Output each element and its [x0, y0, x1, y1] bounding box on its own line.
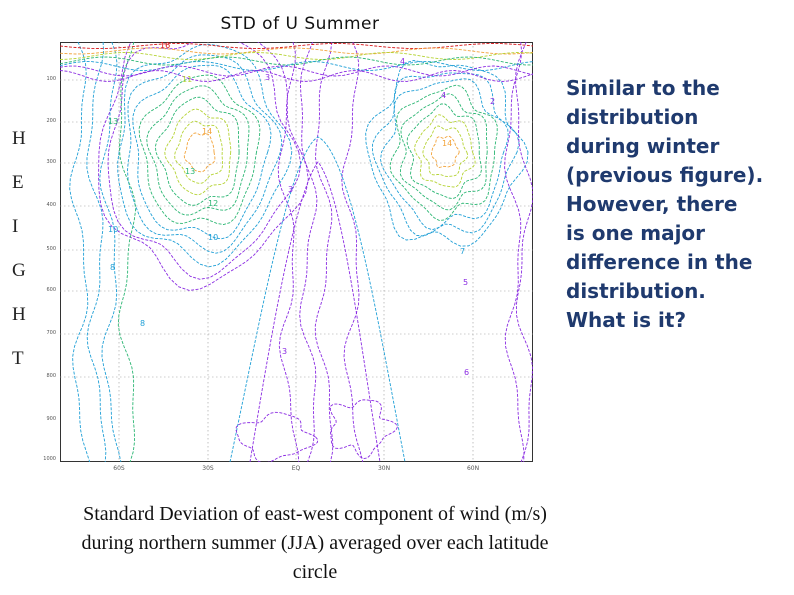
height-letter: H: [12, 304, 26, 325]
contour-vertical: [299, 42, 318, 462]
note-line: is one major: [566, 221, 706, 245]
contour-label: 4: [400, 57, 405, 66]
contour-label: 2: [490, 97, 495, 106]
contour-south-jet: [174, 120, 224, 184]
contour-equatorial-arch: [249, 161, 381, 462]
contour-label: 12: [208, 199, 218, 208]
contour-vertical: [504, 42, 525, 462]
contour-label: 8: [140, 319, 145, 328]
contour-north-jet: [422, 125, 469, 177]
contour-top-band: [60, 52, 533, 60]
y-tick-label: 200: [46, 118, 56, 124]
y-tick-label: 400: [46, 202, 56, 208]
contour-label: 14: [202, 127, 212, 136]
height-letter: T: [12, 348, 24, 369]
contour-equatorial-arch: [229, 136, 406, 462]
contour-south-jet: [138, 74, 261, 225]
contour-labels: 16 13 11 13 14 12 10 10 8 8 14 7 5 3 3 6 4 2 4 3: [108, 42, 495, 377]
x-tick-label: 60N: [466, 465, 480, 472]
contour-label: 3: [265, 73, 270, 82]
y-tick-label: 100: [46, 76, 56, 82]
contour-vertical: [277, 42, 300, 462]
contour-north-jet: [365, 60, 529, 247]
contour-north-jet: [399, 93, 488, 211]
figure-caption: Standard Deviation of east-west componen…: [0, 500, 630, 587]
contour-bottom-lobe: [329, 399, 398, 460]
y-tick-label: 500: [46, 246, 56, 252]
contour-label: 10: [108, 225, 118, 234]
contour-south-jet: [107, 42, 302, 280]
contour-lines: [60, 42, 533, 462]
contour-north-jet: [380, 78, 509, 231]
side-note: Similar to the distribution during winte…: [566, 74, 786, 335]
contour-label: 13: [108, 117, 118, 126]
contour-north-jet: [406, 103, 482, 200]
contour-vertical: [341, 42, 364, 462]
contour-label: 5: [463, 278, 468, 287]
contour-vertical: [86, 42, 107, 462]
gridlines: [60, 42, 533, 462]
contour-label: 7: [460, 247, 465, 256]
caption-line: during northern summer (JJA) averaged ov…: [81, 532, 549, 554]
note-line: What is it?: [566, 308, 687, 332]
contour-north-jet: [414, 114, 476, 188]
contour-label: 13: [185, 167, 195, 176]
height-letter: G: [12, 260, 26, 281]
contour-label: 16: [160, 42, 170, 50]
contour-plot-svg: 16 13 11 13 14 12 10 10 8 8 14 7 5 3 3 6 4 2 4 3: [60, 42, 533, 462]
contour-south-jet: [117, 43, 293, 268]
contour-label: 8: [110, 263, 115, 272]
y-tick-label: 600: [46, 287, 56, 293]
note-line: distribution.: [566, 279, 706, 303]
contour-plot: 16 13 11 13 14 12 10 10 8 8 14 7 5 3 3 6 4 2 4 3: [60, 42, 533, 462]
caption-line: Standard Deviation of east-west componen…: [83, 503, 547, 525]
contour-south-jet: [146, 85, 250, 216]
contour-label: 14: [442, 139, 452, 148]
contour-north-jet: [389, 84, 498, 221]
contour-label: 4: [441, 91, 446, 100]
height-letter: H: [12, 128, 26, 149]
contour-top-band: [60, 65, 533, 77]
x-tick-label: 30N: [377, 465, 391, 472]
contour-south-jet: [164, 108, 232, 196]
contour-vertical: [69, 42, 91, 462]
contour-south-jet: [127, 54, 283, 254]
note-line: difference in the: [566, 250, 753, 274]
contour-label: 10: [208, 233, 218, 242]
height-letter: E: [12, 172, 24, 193]
contour-top-band: [60, 61, 533, 71]
contour-label: 11: [182, 75, 192, 84]
contour-bottom-lobe: [235, 411, 319, 462]
contour-top-band: [60, 47, 533, 55]
y-tick-label: 900: [46, 416, 56, 422]
x-tick-label: 60S: [113, 465, 125, 472]
note-line: However, there: [566, 192, 738, 216]
x-tick-label: EQ: [291, 465, 301, 472]
contour-top-band: [60, 56, 533, 66]
contour-north-jet: [372, 72, 520, 237]
note-line: during winter: [566, 134, 720, 158]
y-tick-label: 300: [46, 159, 56, 165]
plot-title: STD of U Summer: [220, 14, 380, 34]
contour-south-jet: [132, 64, 272, 240]
note-line: distribution: [566, 105, 699, 129]
contour-top-band: [60, 70, 533, 82]
contour-top-band: [60, 43, 533, 49]
note-line: Similar to the: [566, 76, 720, 100]
height-letter: I: [12, 216, 19, 237]
contour-south-jet: [183, 132, 216, 173]
contour-label: 3: [282, 347, 287, 356]
note-line: (previous figure).: [566, 163, 764, 187]
plot-border: [60, 42, 533, 462]
y-tick-label: 800: [46, 373, 56, 379]
y-tick-label: 1000: [43, 456, 56, 462]
x-tick-label: 30S: [202, 465, 214, 472]
contour-label: 6: [464, 368, 469, 377]
caption-line: circle: [292, 561, 338, 583]
contour-south-jet: [98, 42, 309, 291]
contour-vertical: [99, 42, 122, 462]
contour-label: 3: [288, 185, 293, 194]
y-tick-label: 700: [46, 330, 56, 336]
